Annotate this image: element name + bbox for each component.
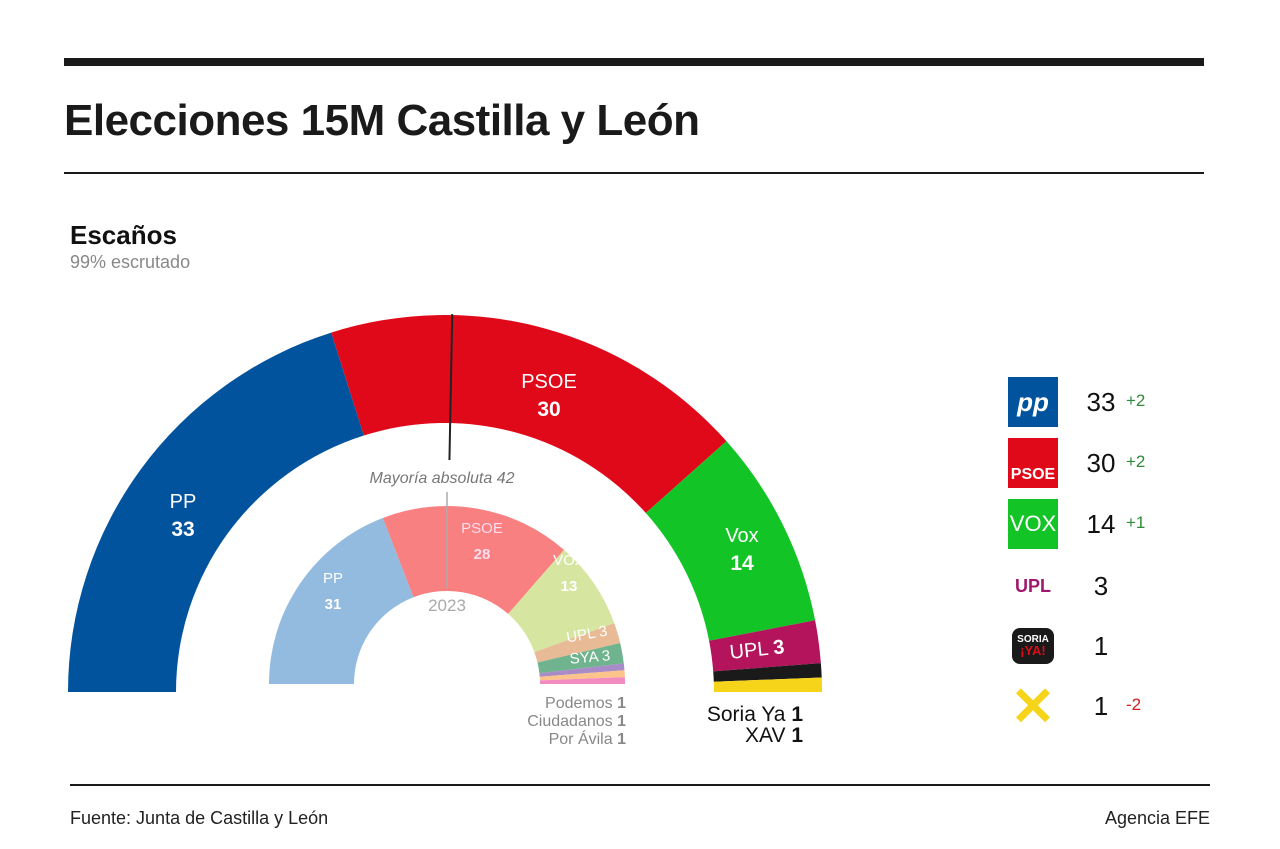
- current-segment-pp: [68, 332, 364, 692]
- chart-subtitle: 99% escrutado: [70, 252, 191, 272]
- label-2023-psoe: PSOE 28: [461, 520, 503, 563]
- legend-xav: ✕ 1 -2: [1008, 676, 1208, 737]
- legend-change: +2: [1126, 391, 1146, 410]
- por-avila-logo: ✕: [1010, 676, 1056, 737]
- legend-seats: 30: [1086, 448, 1116, 478]
- small-parties-2023: Podemos 1 Ciudadanos 1 Por Ávila 1: [527, 695, 626, 748]
- previous-segment-sya: [537, 642, 624, 674]
- legend-seats: 33: [1086, 387, 1116, 417]
- source-note: Fuente: Junta de Castilla y León: [70, 808, 329, 828]
- previous-segment-vox: [508, 549, 615, 653]
- legend-change: -2: [1126, 695, 1142, 714]
- majority-line: [448, 314, 454, 461]
- legend-seats: 1: [1093, 631, 1109, 661]
- previous-segment-podemos: [539, 663, 625, 677]
- divider: [70, 784, 1210, 786]
- label-vox: Vox 14: [725, 525, 759, 575]
- previous-year-label: 2023: [428, 596, 466, 615]
- psoe-logo: PSOE: [1008, 438, 1058, 488]
- divider: [64, 172, 1204, 174]
- legend-pp: pp 33 +2: [1008, 377, 1208, 427]
- legend-upl: UPL 3: [1008, 561, 1208, 611]
- previous-segment-psoe: [382, 506, 565, 614]
- label-upl: UPL 3: [728, 636, 786, 664]
- current-segment-psoe: [331, 314, 727, 514]
- previous-segment-pp: [269, 517, 414, 684]
- upl-logo: UPL: [1015, 575, 1051, 596]
- pp-logo: pp: [1008, 377, 1058, 427]
- top-bar: [64, 58, 1204, 66]
- majority-label: Mayoría absoluta 42: [369, 470, 515, 487]
- page-title: Elecciones 15M Castilla y León: [64, 96, 700, 145]
- label-2023-vox: VOX 13: [553, 552, 585, 595]
- legend-seats: 3: [1093, 571, 1109, 601]
- legend-change: +1: [1126, 513, 1146, 532]
- legend-soria-ya: SORIA ¡YA! 1: [1008, 621, 1208, 671]
- previous-segment-ciudadanos: [539, 670, 625, 681]
- vox-logo: VOX: [1008, 499, 1058, 549]
- current-segment-soria-ya: [713, 663, 822, 682]
- credit: Agencia EFE: [1104, 808, 1210, 828]
- chart-title: Escaños: [70, 220, 177, 250]
- label-pp: PP 33: [169, 491, 197, 541]
- label-psoe: PSOE 30: [521, 371, 577, 421]
- legend-seats: 1: [1093, 691, 1109, 721]
- soria-ya-logo: SORIA ¡YA!: [1008, 621, 1058, 671]
- current-segment-xav: [713, 677, 822, 692]
- small-parties-current: Soria Ya 1 XAV 1: [706, 703, 803, 747]
- current-segment-vox: [645, 441, 816, 641]
- current-segment-upl: [709, 620, 821, 672]
- legend-vox: VOX 14 +1: [1008, 499, 1208, 549]
- previous-segment-por-vila: [539, 677, 625, 684]
- legend-seats: 14: [1086, 509, 1116, 539]
- legend-change: +2: [1126, 452, 1146, 471]
- previous-segment-upl: [534, 623, 621, 663]
- label-2023-pp: PP 31: [322, 570, 344, 613]
- legend-psoe: PSOE 30 +2: [1008, 438, 1208, 488]
